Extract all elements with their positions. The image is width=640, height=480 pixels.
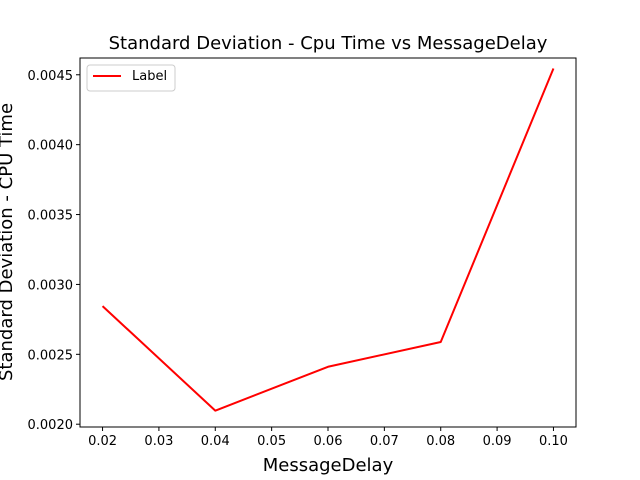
plot-frame: [79, 57, 577, 428]
y-tick-label: 0.0030: [28, 278, 74, 293]
y-tick-label: 0.0035: [28, 209, 74, 224]
legend-box: [86, 64, 176, 92]
y-tick-label: 0.0020: [28, 418, 74, 433]
x-tick-label: 0.04: [201, 434, 230, 449]
x-tick-label: 0.10: [539, 434, 568, 449]
y-tick-label: 0.0025: [28, 348, 74, 363]
x-tick-label: 0.07: [370, 434, 399, 449]
chart-title: Standard Deviation - Cpu Time vs Message…: [109, 33, 548, 54]
x-tick-label: 0.08: [426, 434, 455, 449]
x-tick-label: 0.09: [483, 434, 512, 449]
y-tick-label: 0.0045: [28, 69, 74, 84]
x-tick-label: 0.03: [144, 434, 173, 449]
plot-area: [79, 57, 577, 428]
legend-label: Label: [132, 69, 167, 84]
x-tick-label: 0.05: [257, 434, 286, 449]
x-axis-title: MessageDelay: [263, 455, 394, 476]
y-tick-label: 0.0040: [28, 139, 74, 154]
series-layer: [101, 68, 555, 412]
x-tick-label: 0.02: [88, 434, 117, 449]
x-axis-ticks: 0.02 0.03 0.04 0.05 0.06 0.07 0.08 0.09 0.10: [88, 427, 568, 449]
x-tick-label: 0.06: [314, 434, 343, 449]
series-line-label: [101, 68, 555, 412]
legend: Label: [86, 64, 176, 92]
y-axis-title: Standard Deviation - CPU Time: [0, 103, 17, 381]
y-axis-ticks: 0.0020 0.0025 0.0030 0.0035 0.0040 0.0045: [28, 69, 80, 433]
